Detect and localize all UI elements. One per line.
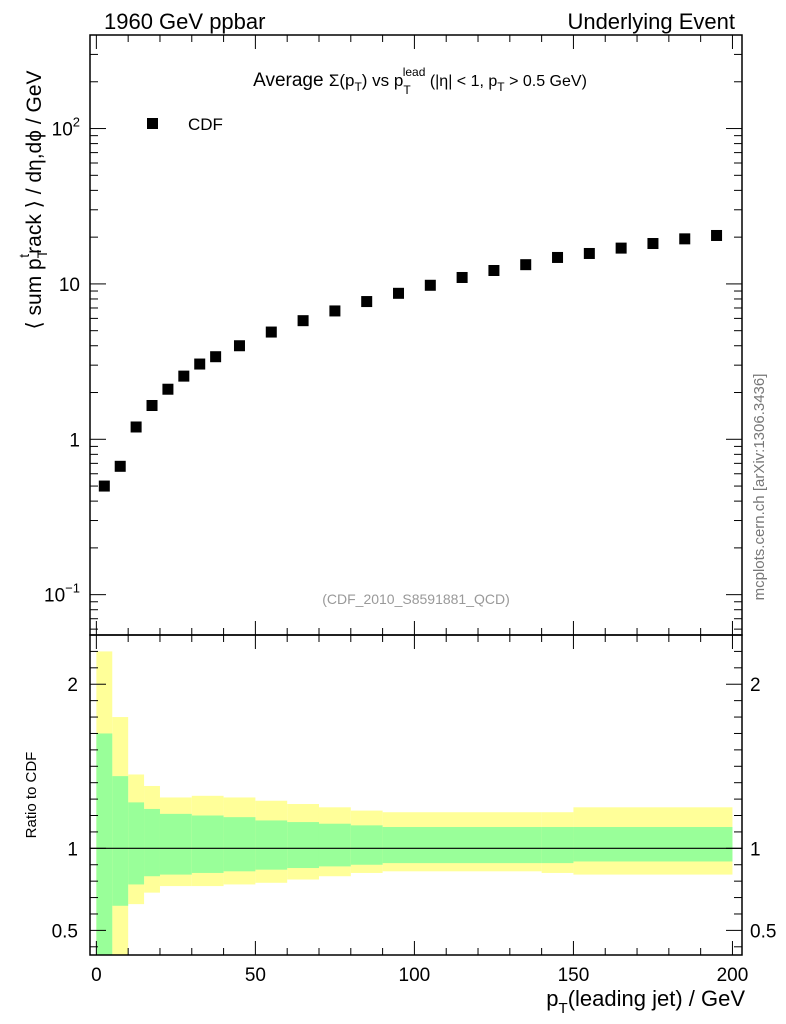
ratio-stat-band-8	[287, 822, 319, 869]
ratio-stat-band-12	[541, 827, 574, 864]
xlabel-sub: T	[559, 1000, 568, 1017]
title-prefix: Average	[253, 70, 329, 91]
main-ytick-label-2: 10	[59, 275, 80, 296]
ylabel-sup: t	[16, 254, 32, 258]
data-point-22	[679, 233, 691, 245]
main-ytick-label-base-3: 10	[52, 120, 73, 141]
ratio-ylabel: Ratio to CDF	[23, 752, 40, 839]
title-sup-lead: lead	[403, 65, 426, 79]
ratio-ytick-label-left-2: 2	[67, 675, 78, 696]
xtick-label-50: 50	[245, 965, 266, 986]
ratio-stat-band-7	[255, 820, 288, 870]
ratio-ytick-label-right-1: 1	[750, 839, 761, 860]
xtick-label-100: 100	[399, 965, 431, 986]
data-point-19	[583, 247, 595, 259]
ratio-stat-band-4	[159, 813, 192, 875]
data-point-10	[297, 315, 309, 327]
data-point-3	[146, 399, 158, 411]
data-point-21	[647, 238, 659, 250]
ratio-ytick-label-left-1: 1	[67, 839, 78, 860]
ratio-stat-band-5	[191, 815, 224, 873]
header-left: 1960 GeV ppbar	[104, 9, 265, 34]
xtick-label-200: 200	[717, 965, 749, 986]
ratio-stat-band-1	[112, 776, 129, 906]
ylabel-a: ⟨ sum p	[23, 258, 46, 329]
data-point-4	[162, 383, 174, 395]
title-sub-t2: T	[403, 83, 411, 97]
main-ytick-label-exp-0: −1	[65, 581, 80, 596]
data-point-6	[194, 358, 206, 370]
data-point-14	[424, 279, 436, 291]
ratio-stat-band-0	[96, 733, 113, 955]
data-point-7	[210, 351, 222, 363]
ratio-ytick-label-right-0.5: 0.5	[750, 921, 776, 942]
analysis-label: (CDF_2010_S8591881_QCD)	[322, 591, 510, 607]
data-point-0	[98, 480, 110, 492]
legend-marker	[147, 118, 158, 129]
main-ytick-label-base-0: 10	[44, 586, 65, 607]
data-point-15	[456, 271, 468, 283]
ylabel-b: rack ⟩ / dη,dϕ / GeV	[23, 70, 46, 253]
ratio-ytick-label-left-0.5: 0.5	[52, 921, 78, 942]
legend-label: CDF	[188, 115, 223, 134]
ratio-stat-band-13	[573, 827, 733, 862]
side-watermark: mcplots.cern.ch [arXiv:1306.3436]	[751, 374, 768, 601]
title-sigma: Σ(p	[329, 71, 355, 90]
data-point-5	[178, 370, 190, 382]
ratio-stat-band-3	[144, 808, 160, 877]
ratio-stat-band-6	[223, 817, 256, 872]
title-after-sigma: ) vs p	[362, 71, 404, 90]
data-point-2	[130, 421, 142, 433]
ratio-stat-band-2	[128, 802, 145, 885]
data-point-1	[114, 460, 126, 472]
data-point-8	[233, 340, 245, 352]
ratio-stat-band-10	[350, 825, 383, 865]
main-ytick-label-exp-3: 2	[73, 115, 80, 130]
data-point-9	[265, 326, 277, 338]
data-point-23	[711, 229, 723, 241]
main-ytick-label-base-1: 1	[69, 430, 80, 451]
ratio-frame	[89, 634, 743, 956]
data-point-18	[552, 251, 564, 263]
main-ytick-label-3: 102	[52, 115, 80, 141]
ratio-stat-band-11	[382, 827, 542, 864]
ratio-ytick-label-right-2: 2	[750, 675, 761, 696]
ylabel-sub: T	[34, 249, 50, 258]
data-point-17	[520, 259, 532, 271]
main-ytick-label-0: 10−1	[44, 581, 80, 607]
title-sub-t1: T	[354, 80, 362, 94]
data-point-13	[393, 287, 405, 299]
main-ytick-label-base-2: 10	[59, 275, 80, 296]
xtick-label-150: 150	[558, 965, 590, 986]
title-suffix-a: (|η| < 1, p	[425, 73, 497, 90]
header-right: Underlying Event	[567, 9, 735, 34]
xtick-label-0: 0	[91, 965, 102, 986]
xlabel-b: (leading jet) / GeV	[568, 986, 746, 1011]
title-suffix-b: > 0.5 GeV)	[505, 73, 587, 90]
data-point-12	[361, 296, 373, 308]
ratio-stat-band-9	[318, 823, 351, 867]
data-point-16	[488, 264, 500, 276]
title-sub-t3: T	[497, 80, 505, 94]
main-ylabel: ⟨ sum pTtrack ⟩ / dη,dϕ / GeV	[16, 70, 50, 329]
data-point-20	[615, 242, 627, 254]
plot-title: Average Σ(pT) vs pTlead (|η| < 1, pT > 0…	[253, 65, 587, 97]
xlabel: pT(leading jet) / GeV	[546, 986, 745, 1017]
xlabel-a: p	[546, 986, 558, 1011]
main-ytick-label-1: 1	[69, 430, 80, 451]
data-point-11	[329, 305, 341, 317]
